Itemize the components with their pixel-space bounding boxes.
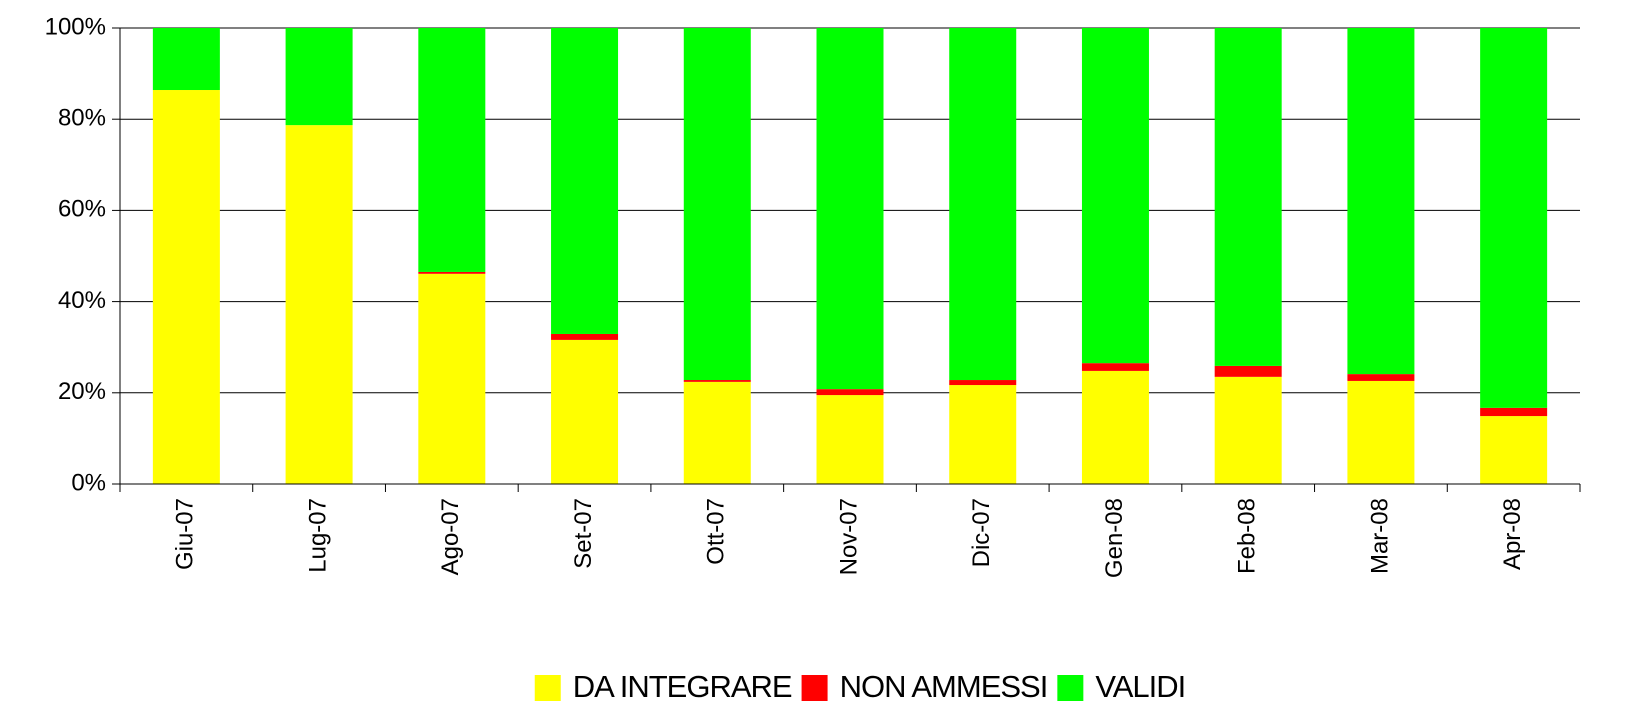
legend-label: VALIDI (1095, 669, 1185, 704)
bar-segment (683, 381, 751, 484)
bar-segment (683, 28, 751, 381)
bar-segment (816, 395, 884, 484)
bar-segment (816, 28, 884, 390)
y-tick-label: 0% (71, 469, 106, 496)
bar-segment (285, 28, 353, 126)
x-tick-label: Gen-08 (1101, 498, 1128, 578)
x-tick-label: Set-07 (570, 498, 597, 569)
bar-segment (1081, 363, 1149, 371)
bar-segment (816, 389, 884, 396)
bar-segment (1347, 380, 1415, 484)
bar-segment (1347, 374, 1415, 381)
bar-segment (1480, 28, 1548, 408)
y-tick-label: 20% (58, 378, 106, 405)
bar-segment (683, 380, 751, 382)
bar-segment (1480, 416, 1548, 484)
x-tick-label: Mar-08 (1366, 498, 1393, 574)
bar-segment (1214, 365, 1282, 377)
legend-label: NON AMMESSI (840, 669, 1048, 704)
bar-segment (551, 333, 619, 340)
bar-segment (152, 90, 220, 485)
bar-segment (1214, 376, 1282, 484)
bar-segment (1081, 370, 1149, 484)
x-tick-label: Apr-08 (1499, 498, 1526, 570)
legend-label: DA INTEGRARE (573, 669, 792, 704)
y-tick-label: 80% (58, 105, 106, 132)
x-tick-label: Ott-07 (703, 498, 730, 565)
bar-segment (1480, 407, 1548, 417)
y-tick-label: 60% (58, 196, 106, 223)
bar-segment (551, 28, 619, 334)
bar-segment (285, 125, 353, 485)
x-tick-label: Ago-07 (437, 498, 464, 575)
legend-swatch (1057, 675, 1084, 701)
bar-segment (1347, 28, 1415, 375)
bar-segment (551, 339, 619, 484)
x-tick-label: Dic-07 (968, 498, 995, 567)
x-tick-label: Giu-07 (172, 498, 199, 570)
x-tick-label: Lug-07 (304, 498, 331, 573)
bar-segment (418, 271, 486, 274)
x-tick-label: Feb-08 (1234, 498, 1261, 574)
y-tick-label: 100% (45, 13, 106, 40)
legend-swatch (534, 675, 561, 701)
bar-segment (1081, 28, 1149, 364)
legend-swatch (801, 675, 828, 701)
bar-segment (949, 385, 1017, 484)
bar-segment (949, 380, 1017, 386)
y-tick-label: 40% (58, 287, 106, 314)
bar-segment (949, 28, 1017, 381)
bar-segment (152, 28, 220, 91)
bar-segment (418, 28, 486, 272)
bar-segment (1214, 28, 1282, 366)
bar-segment (418, 273, 486, 484)
x-tick-label: Nov-07 (835, 498, 862, 575)
